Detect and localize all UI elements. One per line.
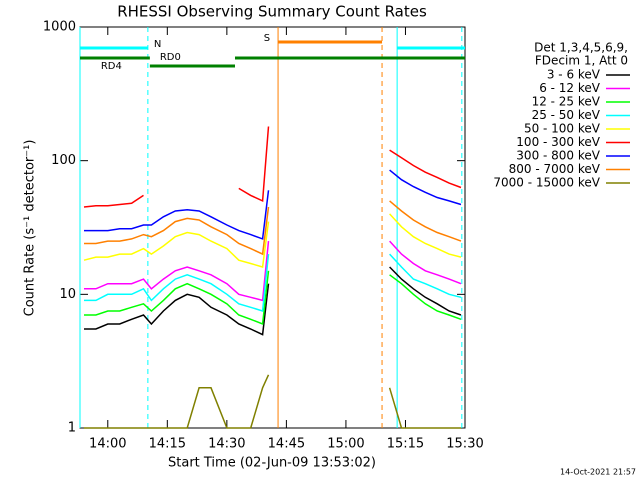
series-line	[84, 200, 462, 256]
footer: 14-Oct-2021 21:57	[560, 468, 636, 477]
x-tick-label: 14:30	[208, 437, 245, 452]
y-tick-label: 100	[51, 153, 76, 168]
interval-label: N	[154, 39, 161, 50]
legend-label: 50 - 100 keV	[524, 122, 601, 136]
series-line	[84, 270, 462, 326]
interval-label: RD0	[160, 52, 181, 63]
series-line	[83, 126, 462, 208]
legend-label: 300 - 800 keV	[516, 149, 600, 163]
legend-label: 25 - 50 keV	[532, 108, 601, 122]
x-tick-label: 14:15	[149, 437, 186, 452]
legend-label: 3 - 6 keV	[547, 68, 601, 82]
legend-label: 100 - 300 keV	[516, 135, 600, 149]
y-tick-label: 1	[68, 421, 76, 436]
legend-label: 7000 - 15000 keV	[493, 176, 600, 190]
series-line	[83, 213, 462, 268]
chart-title: RHESSI Observing Summary Count Rates	[117, 3, 427, 21]
series-line	[84, 169, 462, 240]
interval-label: S	[264, 33, 270, 44]
x-tick-label: 15:15	[387, 437, 424, 452]
legend-label: 800 - 7000 keV	[509, 162, 601, 176]
y-tick-label: 10	[59, 287, 76, 302]
series-line	[84, 266, 462, 336]
series-line	[84, 240, 462, 302]
legend-header: Det 1,3,4,5,6,9,	[534, 41, 628, 55]
y-axis-label: Count Rate (s⁻¹ detector⁻¹)	[23, 140, 38, 317]
interval-label: RD4	[101, 61, 122, 72]
x-tick-label: 14:45	[268, 437, 305, 452]
x-axis-label: Start Time (02-Jun-09 13:53:02)	[168, 456, 376, 471]
legend-header: FDecim 1, Att 0	[535, 54, 628, 68]
series-line	[84, 374, 461, 429]
x-tick-label: 15:30	[446, 437, 483, 452]
y-tick-label: 1000	[43, 20, 76, 35]
x-tick-label: 15:00	[327, 437, 364, 452]
legend-label: 6 - 12 keV	[539, 81, 601, 95]
series-line	[84, 253, 462, 312]
legend-label: 12 - 25 keV	[532, 95, 601, 109]
x-tick-label: 14:00	[89, 437, 126, 452]
